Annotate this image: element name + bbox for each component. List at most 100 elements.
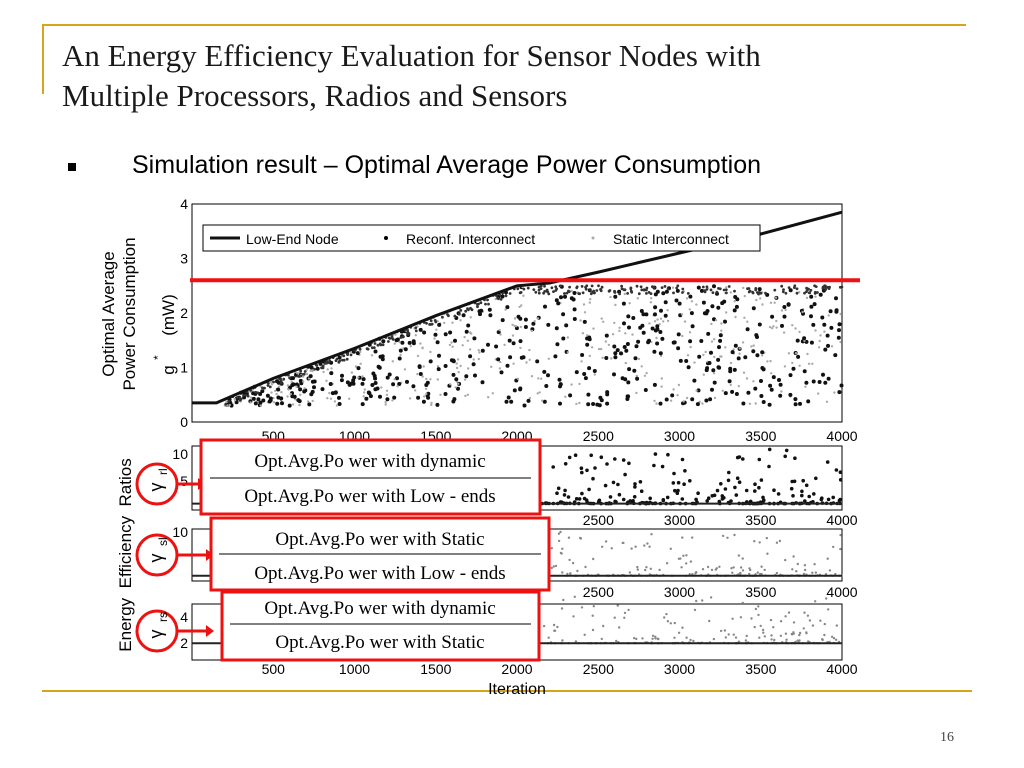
static-interconnect-point [581,332,585,335]
reconf-interconnect-point [388,337,392,340]
static-interconnect-point [290,380,293,384]
reconf-interconnect-point [542,399,547,404]
ratio-point [627,461,631,466]
reconf-interconnect-point [734,392,739,396]
reconf-interconnect-point [546,322,551,327]
ratio-point [706,565,710,569]
reconf-interconnect-point [542,291,545,295]
reconf-interconnect-point [597,284,600,288]
gamma-rs-sub: rs [156,612,170,622]
static-interconnect-point [472,358,475,361]
reconf-interconnect-point [788,392,793,397]
static-interconnect-point [791,324,794,327]
reconf-interconnect-point [400,340,405,345]
reconf-interconnect-point [732,308,737,313]
reconf-interconnect-point [422,330,427,335]
reconf-interconnect-point [556,301,561,306]
static-interconnect-point [359,362,362,365]
ratio-rs-x-ticks: 500 1000 1500 2000 2500 3000 3500 4000 [262,661,858,677]
reconf-interconnect-point [364,396,369,401]
ratio-point [634,545,637,548]
reconf-interconnect-point [733,289,736,293]
ratio-point [718,565,721,568]
reconf-interconnect-point [298,378,303,383]
ratio-point [557,539,561,543]
ratio-point [772,626,775,629]
ratio-point [557,532,561,535]
reconf-interconnect-point [537,288,541,292]
ratio-point [719,629,723,633]
ratio-point [681,626,684,629]
reconf-interconnect-point [645,292,648,295]
reconf-interconnect-point [627,325,631,330]
ratio-point [665,495,670,500]
reconf-interconnect-point [660,286,664,289]
reconf-interconnect-point [448,330,453,335]
reconf-interconnect-point [545,288,549,292]
static-interconnect-point [299,393,302,396]
ratio-point [757,457,762,462]
static-interconnect-point [775,319,778,323]
static-interconnect-point [688,308,691,311]
reconf-interconnect-point [480,380,485,385]
reconf-interconnect-point [568,393,573,398]
ratio-point [783,454,787,459]
reconf-interconnect-point [777,378,781,382]
reconf-interconnect-point [658,351,663,356]
static-interconnect-point [311,369,314,373]
reconf-interconnect-point [553,354,558,359]
static-interconnect-point [570,289,573,293]
ratio-point [758,541,761,544]
ratio-point [555,491,559,496]
reconf-interconnect-point [711,368,716,373]
ratio-point [628,571,632,574]
static-interconnect-point [662,320,665,323]
reconf-interconnect-point [626,314,631,319]
reconf-interconnect-point [703,289,706,293]
reconf-interconnect-point [523,317,528,322]
ratio-point [556,625,559,629]
ratio-point [726,536,729,539]
reconf-interconnect-point [276,395,281,400]
reconf-interconnect-point [764,291,767,295]
ratio-point [807,494,811,499]
reconf-interconnect-point [555,342,560,347]
reconf-interconnect-point [708,397,713,402]
static-interconnect-point [513,324,516,328]
static-interconnect-point [811,362,814,365]
ratio-point [753,540,756,543]
static-interconnect-point [396,385,399,388]
reconf-interconnect-point [447,314,450,318]
ratio-point [756,571,759,574]
reconf-interconnect-point [652,382,657,387]
reconf-interconnect-point [688,339,693,344]
reconf-interconnect-point [557,377,562,382]
static-interconnect-point [435,328,438,331]
static-interconnect-point [385,389,389,392]
reconf-interconnect-point [626,380,631,385]
static-interconnect-point [425,377,428,381]
reconf-interconnect-point [706,331,711,336]
ratio-point [826,557,829,560]
static-interconnect-point [704,350,707,354]
reconf-interconnect-point [826,285,830,289]
reconf-interconnect-point [499,370,504,375]
reconf-interconnect-point [769,387,774,392]
reconf-interconnect-point [805,290,808,294]
reconf-interconnect-point [279,379,283,383]
ratio-point [613,499,617,504]
ratio-point [677,631,681,634]
reconf-interconnect-point [276,387,281,392]
static-interconnect-point [463,335,466,339]
bullet-marker [68,163,76,171]
reconf-interconnect-point [558,382,563,387]
static-interconnect-point [325,379,328,382]
reconf-interconnect-point [358,347,362,351]
static-interconnect-point [804,385,807,388]
reconf-interconnect-point [451,372,456,377]
static-interconnect-point [752,344,755,347]
main-xtick-label: 3000 [664,428,695,444]
static-interconnect-point [772,325,775,328]
ratio-point [776,492,781,496]
reconf-interconnect-point [373,376,378,381]
